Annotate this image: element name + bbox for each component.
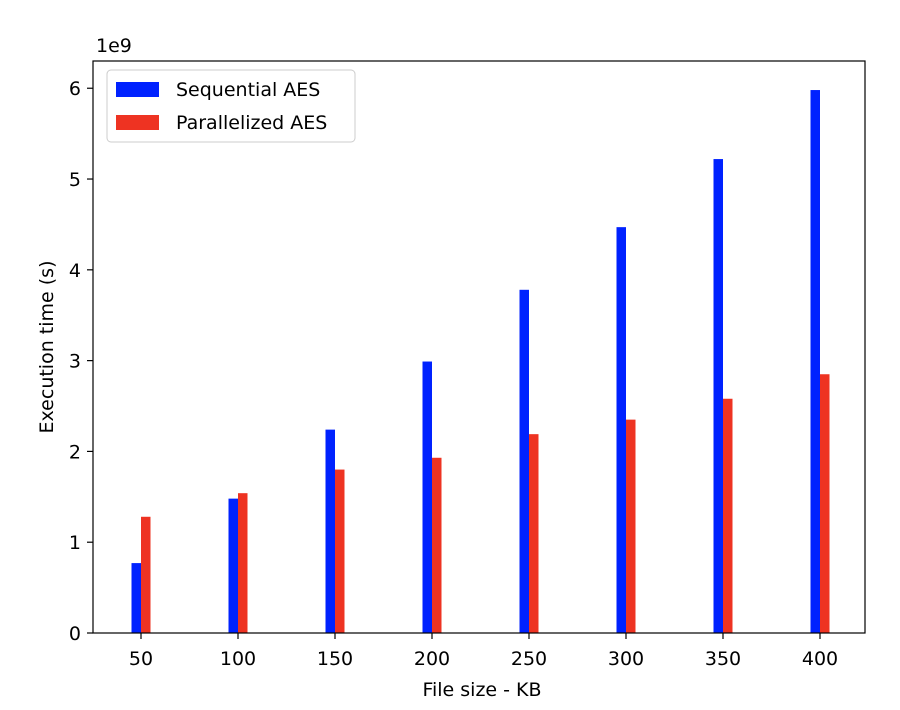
bar-sequential-150 xyxy=(325,429,335,633)
x-axis-ticks: 50 100 150 200 250 300 350 400 xyxy=(129,633,838,670)
legend-label-sequential: Sequential AES xyxy=(176,79,320,101)
bar-sequential-200 xyxy=(422,361,432,633)
bar-sequential-350 xyxy=(713,159,723,633)
bar-sequential-100 xyxy=(228,498,238,633)
legend: Sequential AES Parallelized AES xyxy=(106,69,356,143)
bar-sequential-300 xyxy=(616,227,626,633)
y-tick-label: 0 xyxy=(69,623,81,645)
bar-parallelized-200 xyxy=(432,457,442,633)
y-multiplier-label: 1e9 xyxy=(96,35,132,57)
x-tick-label: 250 xyxy=(511,648,547,670)
bar-sequential-400 xyxy=(810,90,820,634)
bar-parallelized-300 xyxy=(626,419,636,633)
y-tick-label: 6 xyxy=(69,78,81,100)
legend-label-parallelized: Parallelized AES xyxy=(176,112,327,134)
bar-parallelized-150 xyxy=(335,469,345,633)
bars-group xyxy=(131,90,830,634)
x-tick-label: 50 xyxy=(129,648,153,670)
bar-sequential-250 xyxy=(519,289,529,633)
legend-box xyxy=(106,69,356,143)
y-tick-label: 5 xyxy=(69,169,81,191)
y-axis-ticks: 0 1 2 3 4 5 6 xyxy=(69,78,93,645)
y-tick-label: 4 xyxy=(69,260,81,282)
bar-parallelized-50 xyxy=(141,516,151,633)
y-axis-label: Execution time (s) xyxy=(36,261,58,434)
x-tick-label: 350 xyxy=(705,648,741,670)
bar-parallelized-400 xyxy=(820,374,830,633)
x-tick-label: 400 xyxy=(802,648,838,670)
x-axis-label: File size - KB xyxy=(422,679,541,701)
bar-parallelized-350 xyxy=(723,398,733,633)
y-tick-label: 2 xyxy=(69,441,81,463)
bar-sequential-50 xyxy=(131,563,141,633)
legend-swatch-parallelized xyxy=(116,115,159,130)
bar-parallelized-250 xyxy=(529,434,539,633)
plot-frame xyxy=(92,60,866,634)
x-tick-label: 300 xyxy=(608,648,644,670)
legend-swatch-sequential xyxy=(116,82,159,97)
x-tick-label: 150 xyxy=(317,648,353,670)
y-tick-label: 3 xyxy=(69,351,81,373)
x-tick-label: 200 xyxy=(414,648,450,670)
x-tick-label: 100 xyxy=(220,648,256,670)
y-tick-label: 1 xyxy=(69,532,81,554)
bar-parallelized-100 xyxy=(238,493,248,633)
